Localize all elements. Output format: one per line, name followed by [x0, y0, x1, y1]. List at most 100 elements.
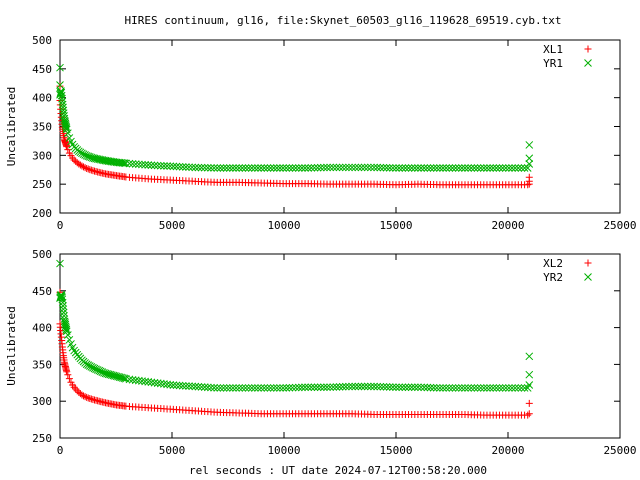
data-point	[63, 129, 72, 137]
data-point	[370, 382, 378, 391]
data-point	[517, 164, 526, 172]
data-point	[307, 383, 316, 392]
data-point	[379, 163, 388, 172]
outlier-point	[525, 399, 533, 407]
data-point	[78, 162, 86, 170]
data-point	[357, 163, 366, 172]
data-point	[241, 384, 250, 392]
data-point	[175, 162, 184, 171]
data-point	[222, 164, 231, 172]
data-point	[122, 159, 130, 168]
series-XL1	[56, 82, 533, 189]
data-point	[354, 163, 363, 172]
outlier-point	[525, 381, 534, 389]
series-YR2	[56, 259, 534, 392]
data-point	[458, 384, 466, 392]
data-point	[423, 383, 432, 392]
data-point	[61, 119, 70, 128]
data-point	[395, 383, 403, 392]
data-point	[348, 163, 356, 172]
data-point	[169, 381, 178, 389]
data-point	[332, 383, 341, 391]
data-point	[461, 384, 469, 392]
data-point	[172, 162, 181, 171]
data-point	[404, 164, 413, 172]
data-point	[310, 163, 319, 172]
data-point	[62, 122, 70, 131]
x-tick-label: 25000	[603, 219, 636, 232]
outlier-point	[525, 141, 534, 149]
data-point	[141, 160, 149, 169]
data-point	[476, 384, 485, 392]
data-point	[197, 383, 206, 391]
data-point	[87, 166, 95, 174]
data-point	[188, 163, 197, 172]
y-tick-label: 350	[32, 121, 52, 134]
data-point	[238, 384, 247, 392]
data-point	[153, 161, 162, 170]
data-point	[144, 161, 153, 169]
legend-marker	[584, 273, 592, 281]
data-point	[451, 384, 460, 392]
data-point	[185, 382, 193, 390]
data-point	[160, 162, 168, 170]
y-tick-label: 250	[32, 432, 52, 445]
data-point	[64, 146, 72, 154]
data-point	[517, 384, 526, 392]
data-point	[203, 383, 212, 392]
data-point	[203, 163, 212, 172]
data-point	[150, 161, 159, 170]
data-point	[501, 384, 510, 392]
data-point	[257, 384, 266, 392]
data-point	[389, 164, 397, 172]
y-axis-label: Uncalibrated	[5, 87, 18, 166]
data-point	[200, 163, 209, 172]
data-point	[301, 383, 309, 392]
data-point	[341, 382, 350, 391]
y-tick-label: 250	[32, 178, 52, 191]
data-point	[420, 383, 429, 392]
data-point	[279, 384, 287, 392]
data-point	[360, 382, 369, 391]
data-point	[62, 325, 71, 334]
data-point	[65, 335, 74, 344]
data-point	[263, 384, 272, 392]
data-point	[376, 382, 385, 391]
data-point	[235, 164, 244, 172]
data-point	[166, 380, 175, 389]
data-point	[153, 379, 162, 387]
data-point	[244, 164, 253, 172]
data-point	[68, 140, 77, 149]
data-point	[398, 164, 407, 172]
data-point	[78, 391, 86, 399]
data-point	[232, 384, 240, 392]
data-point	[93, 155, 102, 163]
data-point	[83, 393, 91, 401]
data-point	[382, 383, 391, 391]
data-point	[458, 164, 466, 172]
data-point	[266, 164, 275, 172]
data-point	[216, 164, 225, 172]
data-point	[138, 377, 146, 385]
data-point	[100, 156, 108, 165]
data-point	[241, 164, 250, 172]
data-point	[229, 384, 237, 392]
data-point	[260, 164, 269, 172]
data-point	[254, 384, 262, 392]
data-point	[508, 164, 516, 172]
data-point	[304, 164, 313, 172]
data-point	[288, 383, 297, 392]
data-point	[269, 384, 278, 392]
data-point	[398, 383, 407, 392]
data-point	[320, 163, 328, 172]
data-point	[357, 382, 366, 391]
y-tick-label: 350	[32, 358, 52, 371]
data-point	[81, 164, 89, 172]
y-tick-label: 400	[32, 92, 52, 105]
data-point	[141, 377, 149, 386]
data-point	[417, 383, 425, 392]
data-point	[222, 384, 231, 392]
data-point	[338, 382, 347, 391]
data-point	[373, 163, 382, 172]
data-point	[291, 383, 300, 392]
